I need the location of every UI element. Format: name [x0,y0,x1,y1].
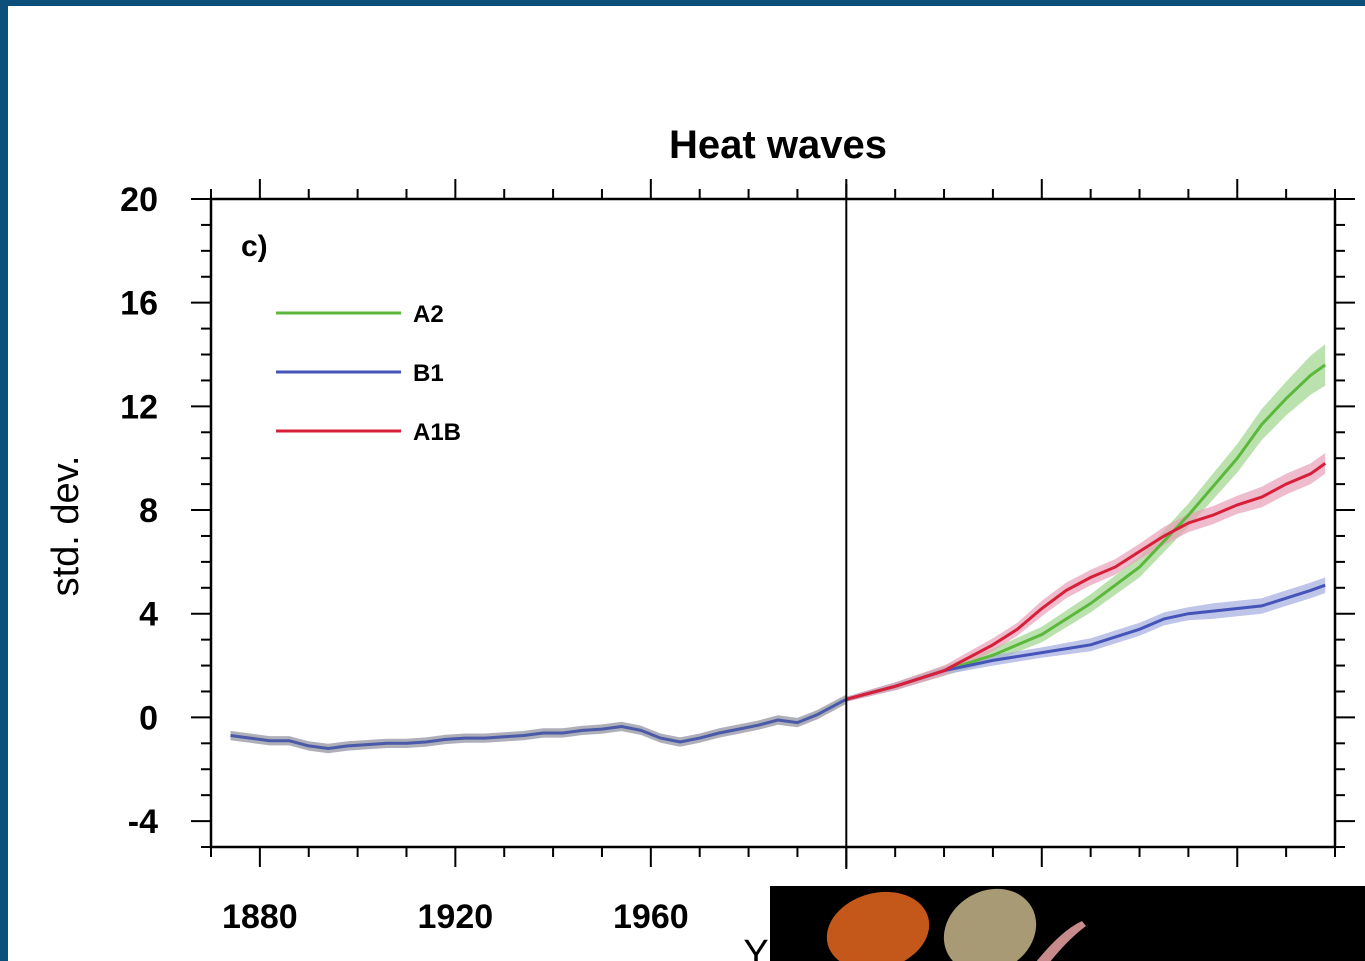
y-tick-label: 12 [120,388,158,426]
historical-line [230,697,847,751]
x-tick-label: 1960 [613,898,689,936]
heat-waves-chart: Heat waves 1880 1920 1960 -4 0 4 8 12 16 20 c) A2… [45,123,1355,961]
y-tick-label: 8 [139,492,158,530]
series-a1b-band [846,453,1326,702]
x-tick-label: 1880 [222,898,298,936]
pink-stroke-shape [1036,921,1086,961]
legend-label-a1b: A1B [413,419,461,446]
x-axis-label: Y [743,933,768,961]
historical-uncertainty-band [230,694,847,754]
y-axis-label: std. dev. [45,456,87,597]
series-a1b-line [845,462,1327,701]
orange-blob-shape [826,891,930,961]
chart-frame: Heat waves 1880 1920 1960 -4 0 4 8 12 16 20 c) A2… [8,6,1365,961]
y-tick-label: 4 [139,596,158,634]
overlay-image-panel [770,886,1365,961]
series-b1-band [846,577,1326,702]
legend-label-a2: A2 [413,301,444,328]
series-b1-line [845,583,1326,701]
chart-title: Heat waves [669,123,887,167]
y-tick-label: 20 [120,181,158,219]
y-tick-label: 16 [120,285,158,323]
tan-blob-shape [943,888,1037,961]
plot-frame [209,197,1337,849]
y-tick-label: -4 [128,803,158,841]
panel-label: c) [241,230,268,263]
legend-label-b1: B1 [413,360,444,387]
y-tick-label: 0 [139,699,158,737]
x-tick-label: 1920 [418,898,494,936]
